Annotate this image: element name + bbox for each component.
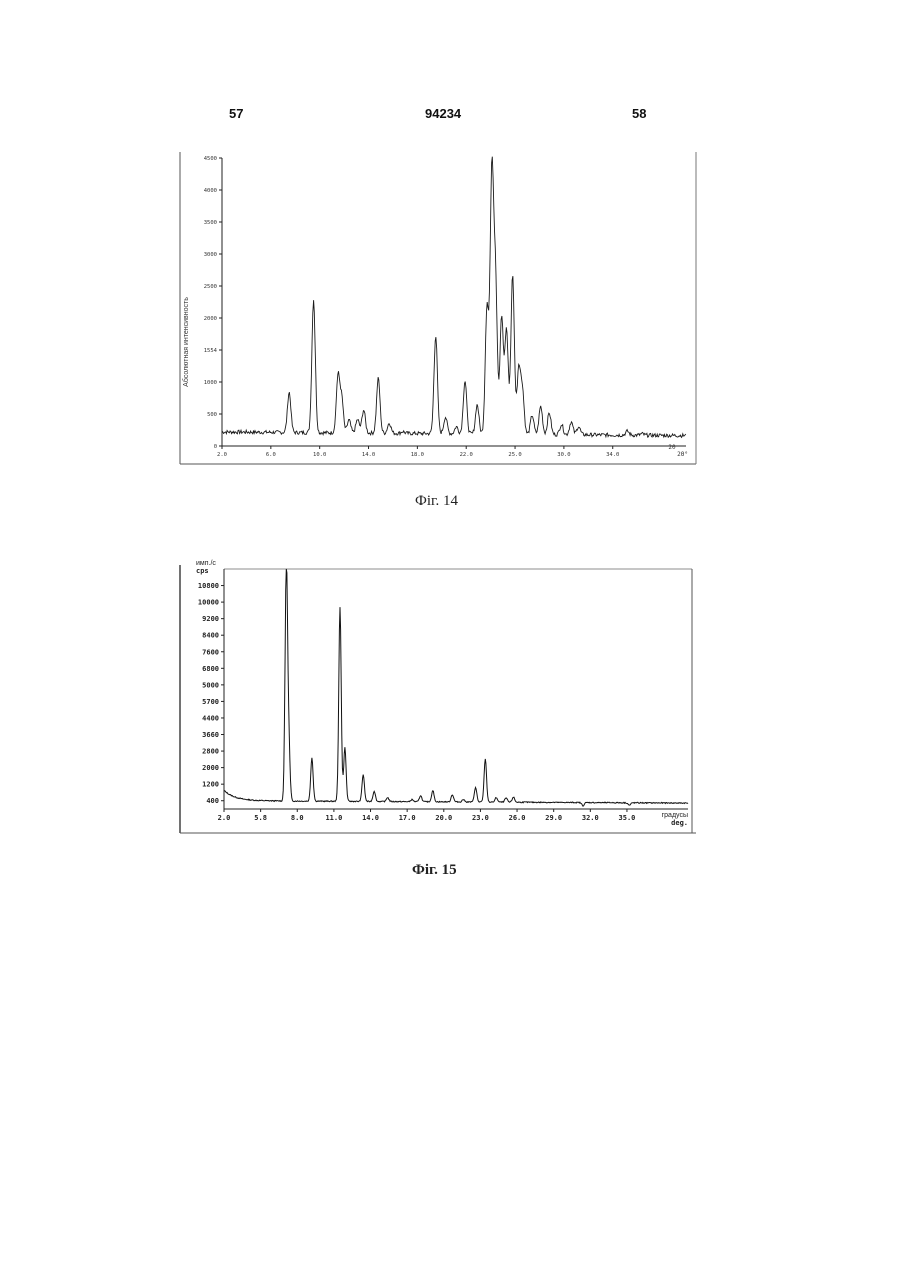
page-number-right: 58	[632, 106, 646, 121]
y-tick-label: 7600	[202, 648, 219, 656]
diffraction-pattern	[224, 569, 688, 806]
xrd-chart-fig15: 400 1200 2000 2800 3660 4400 5700 5000 6800 7600 8…	[176, 555, 702, 840]
x-tick-label: 18.0	[411, 452, 424, 458]
x-tick-label: 22.0	[460, 452, 473, 458]
x-tick-label: 23.0	[472, 814, 489, 822]
x-tick-label: 30.0	[557, 452, 570, 458]
x-tick-label: 14.0	[362, 452, 375, 458]
x-tick-label: 29.0	[545, 814, 562, 822]
y-tick-label: 5000	[202, 681, 219, 689]
y-tick-label: 400	[206, 797, 219, 805]
y-tick-label: 2500	[204, 284, 217, 290]
y-tick-label: 8400	[202, 632, 219, 640]
document-number: 94234	[425, 106, 461, 121]
x-tick-label: 10.0	[313, 452, 326, 458]
x-axis-label: градусы	[662, 812, 688, 819]
x-tick-label: 20.0	[435, 814, 452, 822]
y-tick-label: 4400	[202, 714, 219, 722]
y-axis-label: Абсолютная интенсивность	[182, 297, 190, 387]
xrd-chart-fig14: 0 500 1000 1554 2000 2500 3000 3500 4000 4500 2.0 6…	[176, 146, 702, 471]
y-tick-label: 3660	[202, 731, 219, 739]
y-tick-label: 10800	[198, 582, 219, 590]
y-tick-label: 3000	[204, 252, 217, 258]
y-axis-label: имп./с	[196, 560, 216, 567]
figure-caption-14: Фіг. 14	[415, 493, 458, 510]
y-tick-label: 1000	[204, 380, 217, 386]
x-tick-label: 25.0	[508, 452, 521, 458]
x-tick-label: 2.0	[217, 452, 227, 458]
y-tick-label: 2000	[202, 764, 219, 772]
x-tick-label: 17.0	[399, 814, 416, 822]
y-tick-label: 500	[207, 412, 217, 418]
x-axis-label: 2Θ°	[677, 451, 688, 458]
x-tick-label: 32.0	[582, 814, 599, 822]
y-tick-label: 0	[214, 444, 217, 450]
y-tick-label: 9200	[202, 615, 219, 623]
x-tick-label: 14.0	[362, 814, 379, 822]
y-tick-label: 4000	[204, 188, 217, 194]
y-tick-label: 1200	[202, 781, 219, 789]
figure-caption-15: Фіг. 15	[412, 862, 457, 879]
y-tick-label: 2800	[202, 748, 219, 756]
diffraction-pattern	[222, 157, 686, 438]
y-tick-label: 1554	[204, 348, 218, 354]
y-axis-unit: cps	[196, 567, 209, 575]
x-tick-label: 8.0	[291, 814, 304, 822]
x-tick-label: 6.0	[266, 452, 276, 458]
x-tick-label: 2.0	[218, 814, 231, 822]
y-tick-label: 4500	[204, 156, 217, 162]
x-tick-label: 26.0	[509, 814, 526, 822]
y-tick-label: 5700	[202, 698, 219, 706]
x-axis-end-label: 20	[668, 444, 676, 451]
y-tick-label: 6800	[202, 665, 219, 673]
y-tick-label: 2000	[204, 316, 217, 322]
y-tick-label: 3500	[204, 220, 217, 226]
x-axis-unit: deg.	[671, 819, 688, 827]
x-tick-label: 5.8	[254, 814, 267, 822]
x-tick-label: 11.0	[325, 814, 342, 822]
x-tick-label: 34.0	[606, 452, 619, 458]
page-number-left: 57	[229, 106, 243, 121]
y-tick-label: 10000	[198, 599, 219, 607]
x-tick-label: 35.0	[619, 814, 636, 822]
